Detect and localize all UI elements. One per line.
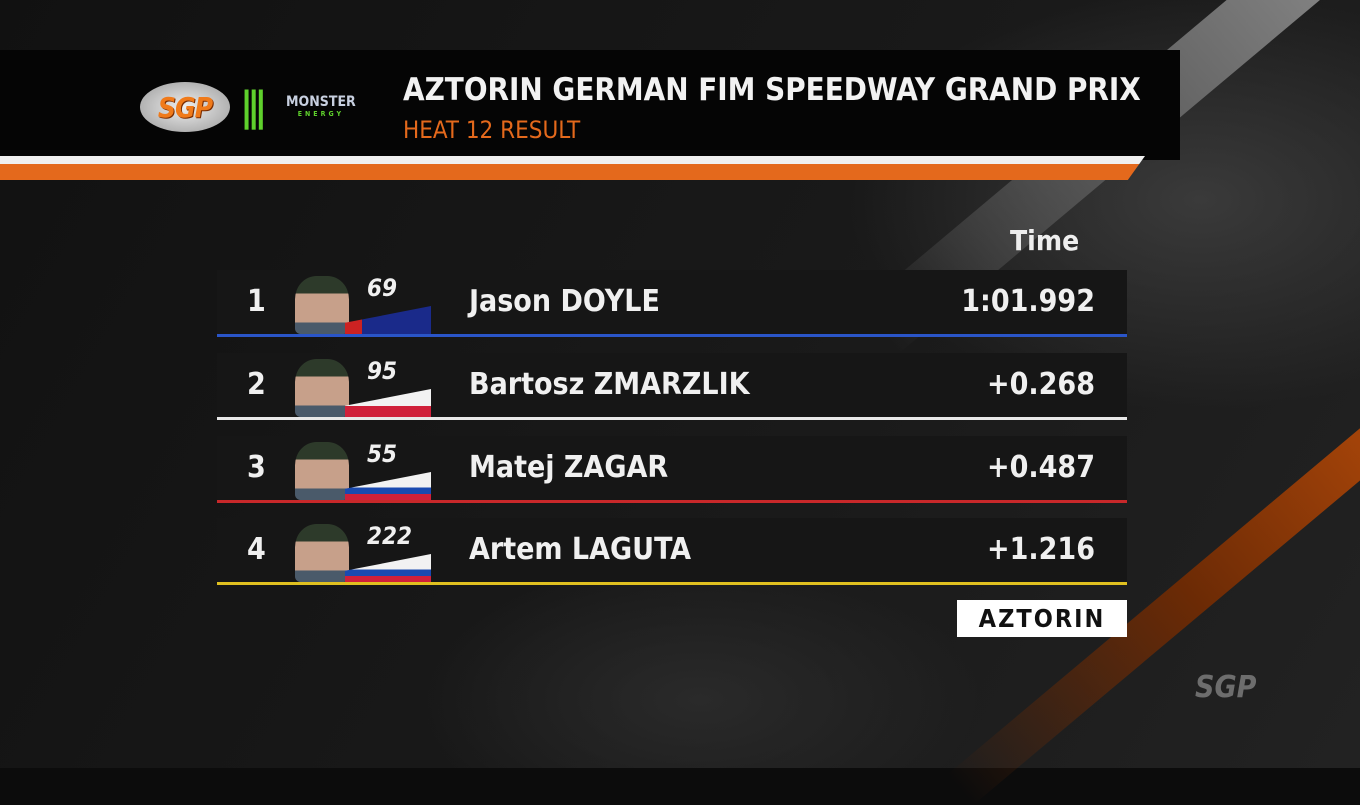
rider-time: +0.268 bbox=[987, 367, 1095, 402]
rider-photo bbox=[295, 276, 349, 334]
sgp-logo: SGP bbox=[140, 82, 230, 132]
rider-photo bbox=[295, 524, 349, 582]
rider-photo bbox=[295, 359, 349, 417]
position: 4 bbox=[247, 532, 266, 567]
time-column-header: Time bbox=[1010, 224, 1080, 257]
result-row: 1 69 Jason DOYLE 1:01.992 bbox=[217, 270, 1127, 337]
flag-icon bbox=[345, 389, 431, 417]
rider-number: 95 bbox=[367, 357, 398, 385]
rider-number: 222 bbox=[367, 522, 413, 550]
flag-icon bbox=[345, 472, 431, 500]
flag-icon bbox=[345, 306, 431, 334]
position: 2 bbox=[247, 367, 266, 402]
rider-time: +0.487 bbox=[987, 450, 1095, 485]
rider-number: 55 bbox=[367, 440, 398, 468]
aztorin-logo: AZTORIN bbox=[957, 600, 1127, 637]
rider-time: 1:01.992 bbox=[961, 284, 1095, 319]
position: 1 bbox=[247, 284, 266, 319]
monster-claw-icon: ||| bbox=[240, 84, 268, 130]
rider-name: Jason DOYLE bbox=[469, 284, 660, 319]
header-stripe bbox=[0, 156, 1145, 180]
monster-energy-logo: MONSTER ENERGY bbox=[286, 94, 356, 118]
rider-number: 69 bbox=[367, 274, 398, 302]
page-title: AZTORIN GERMAN FIM SPEEDWAY GRAND PRIX bbox=[403, 72, 1141, 108]
rider-name: Artem LAGUTA bbox=[469, 532, 692, 567]
flag-icon bbox=[345, 554, 431, 582]
sgp-watermark: SGP bbox=[1195, 670, 1257, 705]
rider-name: Bartosz ZMARZLIK bbox=[469, 367, 750, 402]
rider-name: Matej ZAGAR bbox=[469, 450, 669, 485]
rider-time: +1.216 bbox=[987, 532, 1095, 567]
position: 3 bbox=[247, 450, 266, 485]
rider-photo bbox=[295, 442, 349, 500]
page-subtitle: HEAT 12 RESULT bbox=[403, 116, 581, 144]
result-row: 3 55 Matej ZAGAR +0.487 bbox=[217, 436, 1127, 503]
result-row: 4 222 Artem LAGUTA +1.216 bbox=[217, 518, 1127, 585]
result-row: 2 95 Bartosz ZMARZLIK +0.268 bbox=[217, 353, 1127, 420]
